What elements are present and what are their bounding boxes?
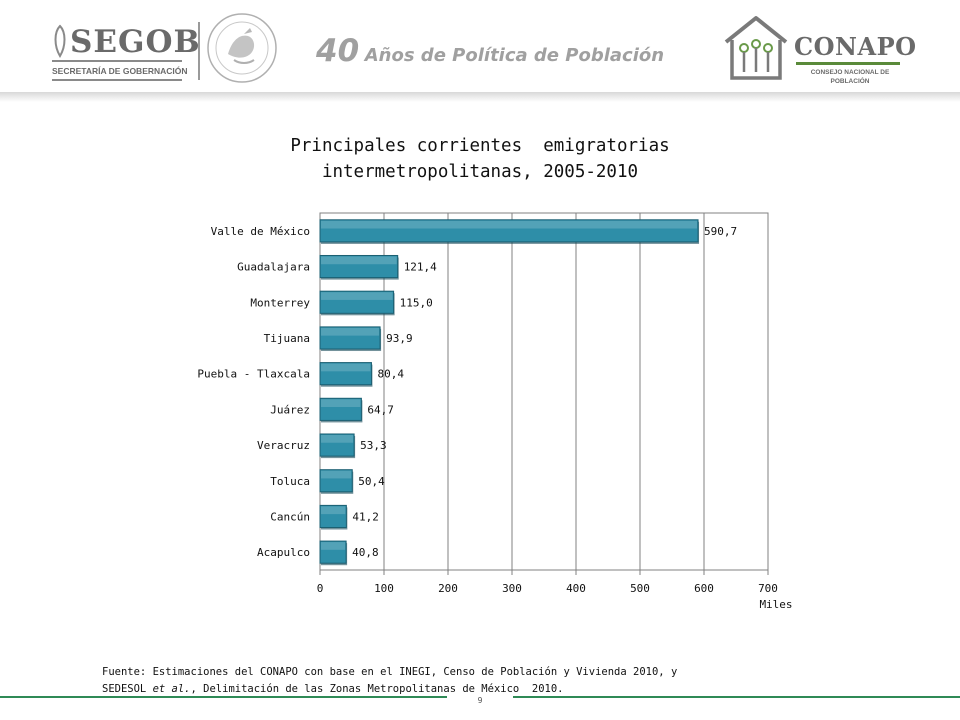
conapo-subtitle-line2: POBLACIÓN xyxy=(830,78,870,85)
category-label: Juárez xyxy=(270,403,310,416)
footer-line2: SEDESOL et al., Delimitación de las Zona… xyxy=(102,681,677,698)
category-label: Cancún xyxy=(270,510,310,523)
category-label: Guadalajara xyxy=(237,261,310,274)
header: SEGOB SECRETARÍA DE GOBERNACIÓN 40 Años … xyxy=(0,0,960,100)
footer-line2-pre: SEDESOL xyxy=(102,683,153,695)
x-tick-label: 500 xyxy=(630,582,650,595)
bar-highlight xyxy=(321,292,393,300)
conapo-subtitle-line1: CONSEJO NACIONAL DE xyxy=(810,69,890,76)
category-label: Toluca xyxy=(270,475,310,488)
header-title-number: 40 xyxy=(316,33,360,69)
bar xyxy=(319,362,372,386)
segob-emblem-icon xyxy=(54,24,66,58)
footer-source: Fuente: Estimaciones del CONAPO con base… xyxy=(102,664,677,698)
x-tick-label: 100 xyxy=(374,582,394,595)
footer-line2-post: , Delimitación de las Zonas Metropolitan… xyxy=(190,683,564,695)
x-tick-label: 700 xyxy=(758,582,778,595)
data-label: 590,7 xyxy=(704,225,737,238)
category-label: Puebla - Tlaxcala xyxy=(197,368,310,381)
data-label: 93,9 xyxy=(386,332,413,345)
category-label: Tijuana xyxy=(264,332,310,345)
bar-highlight xyxy=(321,434,354,443)
bar-chart: 0 100 200 300 400 500 600 700 Miles Valle de Méxi… xyxy=(197,212,793,611)
segob-divider-bottom xyxy=(52,79,182,81)
segob-logo: SEGOB SECRETARÍA DE GOBERNACIÓN xyxy=(48,20,200,81)
header-title: 40 Años de Política de Población xyxy=(316,33,664,69)
data-label: 53,3 xyxy=(360,439,387,452)
chart-title-line2: intermetropolitanas, 2005-2010 xyxy=(321,162,639,182)
bar xyxy=(319,540,347,564)
grid-layer xyxy=(319,212,769,575)
conapo-accent-bar xyxy=(796,62,900,65)
eagle-seal-icon xyxy=(207,13,277,83)
bar xyxy=(319,254,399,279)
bar xyxy=(319,397,362,421)
bar-highlight xyxy=(321,399,361,408)
data-label: 64,7 xyxy=(367,403,394,416)
category-label: Veracruz xyxy=(257,439,310,452)
bar xyxy=(319,326,381,350)
category-label: Monterrey xyxy=(250,296,310,309)
footer-rule-right xyxy=(513,696,960,698)
x-tick-label: 0 xyxy=(317,582,324,595)
conapo-name: CONAPO xyxy=(794,32,917,61)
bar xyxy=(319,219,699,243)
bar xyxy=(319,469,353,493)
x-tick-label: 400 xyxy=(566,582,586,595)
conapo-logo: CONAPO CONSEJO NACIONAL DE POBLACIÓN xyxy=(720,12,920,92)
label-layer: 0 100 200 300 400 500 600 700 Miles Valle de Méxi… xyxy=(197,225,792,611)
data-label: 115,0 xyxy=(400,296,433,309)
x-tick-label: 300 xyxy=(502,582,522,595)
header-divider xyxy=(198,22,200,80)
conapo-subtitle: CONSEJO NACIONAL DE POBLACIÓN xyxy=(800,68,900,86)
data-label: 40,8 xyxy=(352,546,379,559)
house-icon xyxy=(724,16,788,80)
national-seal xyxy=(204,10,280,86)
bar-layer xyxy=(319,219,700,566)
chart-title: Principales corrientes emigratorias inte… xyxy=(0,133,960,185)
footer-rule-left xyxy=(0,696,447,698)
bar-highlight xyxy=(321,506,346,515)
bar xyxy=(319,290,395,314)
page-number: 9 xyxy=(477,696,483,705)
bar-highlight xyxy=(321,256,397,265)
footer-line1: Fuente: Estimaciones del CONAPO con base… xyxy=(102,666,678,678)
data-label: 121,4 xyxy=(404,261,437,274)
bar-highlight xyxy=(321,470,352,479)
chart-title-line1: Principales corrientes emigratorias xyxy=(290,136,670,156)
bar-highlight xyxy=(321,363,371,372)
bar-highlight xyxy=(321,542,346,550)
header-shadow xyxy=(0,92,960,102)
data-label: 80,4 xyxy=(377,368,404,381)
data-label: 41,2 xyxy=(352,510,379,523)
bar-highlight xyxy=(321,327,380,336)
category-label: Acapulco xyxy=(257,546,310,559)
segob-name: SEGOB xyxy=(70,24,201,60)
x-tick-label: 200 xyxy=(438,582,458,595)
bar xyxy=(319,433,355,457)
header-title-text: Años de Política de Población xyxy=(364,45,665,66)
segob-divider-top xyxy=(52,60,182,62)
data-label: 50,4 xyxy=(358,475,385,488)
bar-highlight xyxy=(321,220,698,229)
x-axis-title: Miles xyxy=(759,598,792,611)
segob-subtitle: SECRETARÍA DE GOBERNACIÓN xyxy=(52,66,188,76)
category-label: Valle de México xyxy=(211,225,310,238)
bar xyxy=(319,504,347,529)
footer-line2-italic: et al. xyxy=(152,683,191,695)
x-tick-label: 600 xyxy=(694,582,714,595)
